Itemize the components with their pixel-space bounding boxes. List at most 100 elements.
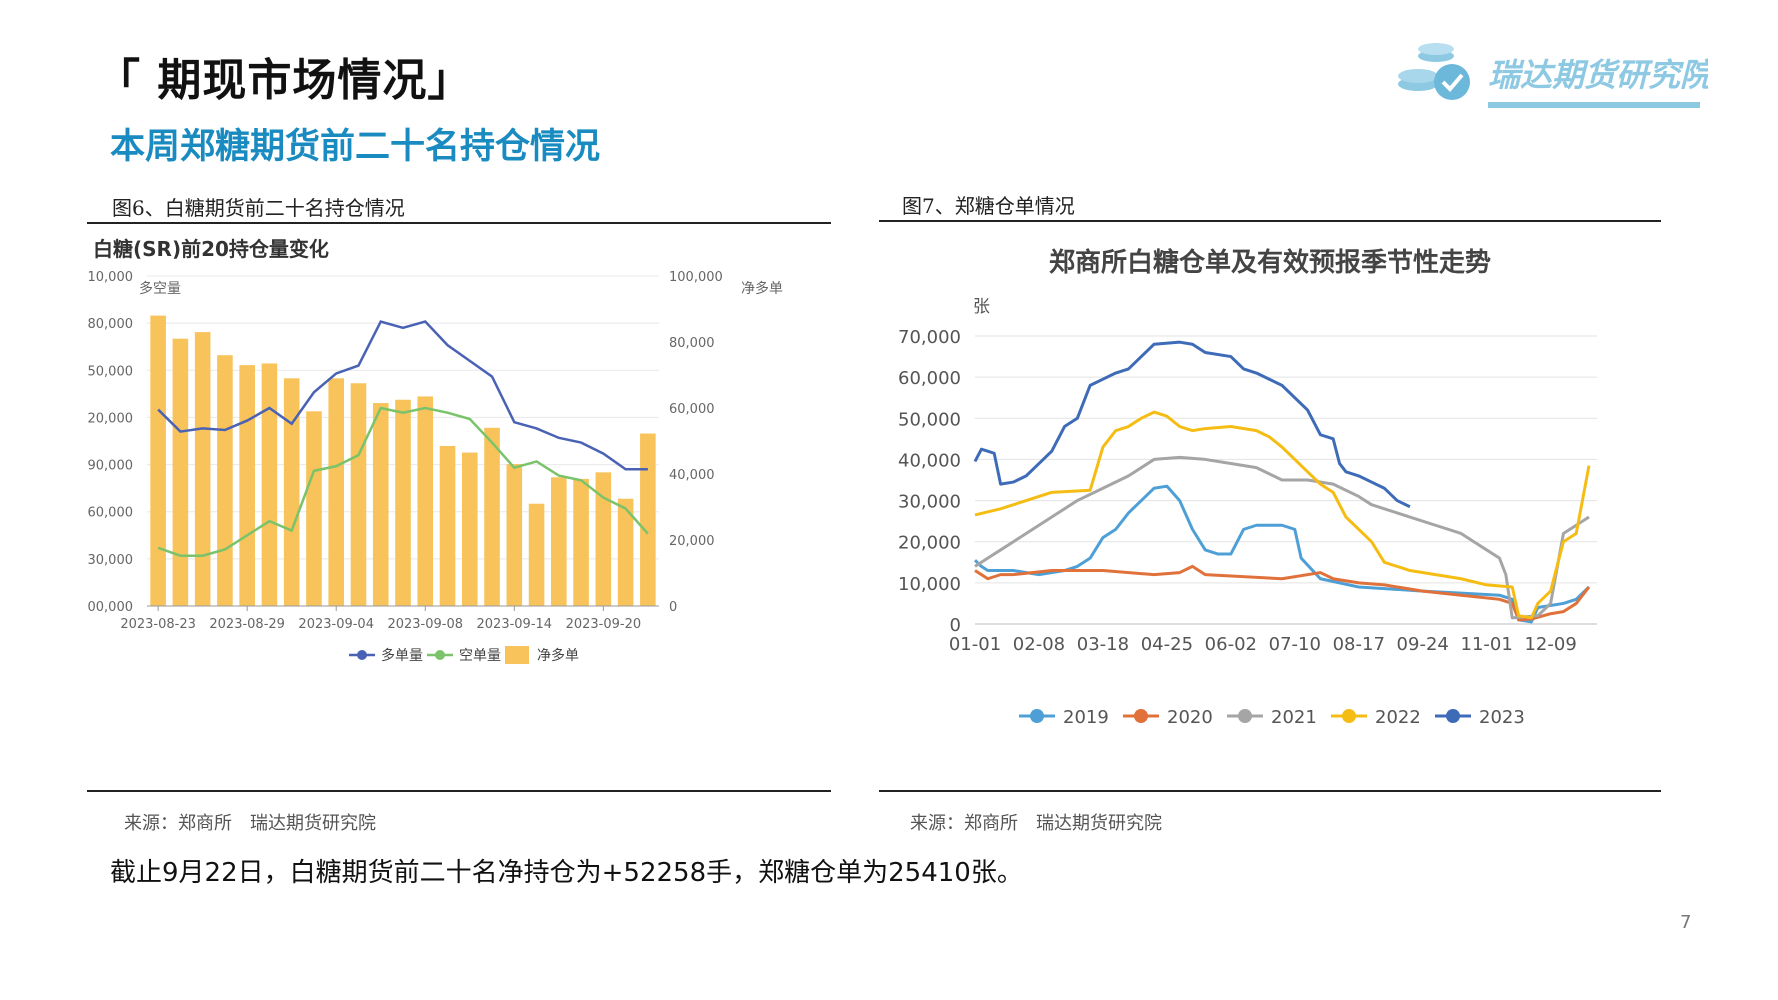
bar-net-long	[640, 433, 656, 606]
figure-7-top-rule	[879, 220, 1661, 222]
bar-net-long	[150, 315, 166, 606]
x-tick-label: 2023-08-23	[120, 617, 196, 632]
bar-net-long	[595, 472, 612, 606]
bar-net-long	[551, 477, 567, 606]
bar-net-long	[372, 403, 389, 606]
right-tick-label: 60,000	[669, 402, 715, 417]
legend-label: 多单量	[381, 647, 423, 664]
y-tick-label: 30,000	[898, 492, 961, 513]
legend-label: 2020	[1167, 707, 1213, 728]
x-tick-label: 2023-08-29	[209, 617, 285, 632]
y-tick-label: 10,000	[898, 574, 961, 595]
y-tick-label: 70,000	[898, 327, 961, 348]
left-axis-label: 多空量	[139, 280, 181, 297]
company-logo: 瑞达期货研究院	[1398, 43, 1708, 108]
x-tick-label: 08-17	[1333, 634, 1385, 655]
left-tick-label: 780,000	[87, 317, 133, 332]
series-line-空单量	[157, 406, 649, 557]
bar-net-long	[461, 452, 478, 606]
logo-text: 瑞达期货研究院	[1488, 56, 1708, 94]
x-tick-label: 2023-09-14	[477, 617, 553, 632]
legend-marker	[1446, 709, 1460, 723]
y-tick-label: 60,000	[898, 368, 961, 389]
legend-label: 2022	[1375, 707, 1421, 728]
x-tick-label: 2023-09-20	[566, 617, 642, 632]
x-tick-label: 04-25	[1141, 634, 1193, 655]
figure-6-bottom-rule	[87, 790, 831, 792]
bar-net-long	[395, 399, 411, 606]
figure-7-source: 来源：郑商所 瑞达期货研究院	[910, 813, 1162, 834]
x-tick-label: 03-18	[1077, 634, 1129, 655]
x-tick-label: 01-01	[949, 634, 1001, 655]
figure-6-caption: 图6、白糖期货前二十名持仓情况	[112, 196, 405, 220]
coin-stack-icon	[1398, 43, 1470, 100]
legend-marker	[1342, 709, 1356, 723]
warehouse-receipt-chart: 郑商所白糖仓单及有效预报季节性走势 张 70,000 60,000 50,000 40…	[898, 247, 1597, 728]
x-tick-label: 12-09	[1524, 634, 1576, 655]
bar-net-long	[194, 332, 211, 606]
summary-text: 截止9月22日，白糖期货前二十名净持仓为+52258手，郑糖仓单为25410张。	[110, 858, 1023, 888]
x-tick-label: 11-01	[1461, 634, 1513, 655]
x-tick-label: 09-24	[1397, 634, 1449, 655]
left-tick-label: 690,000	[87, 459, 133, 474]
legend-swatch	[505, 646, 529, 664]
y-tick-label: 20,000	[898, 533, 961, 554]
right-tick-label: 100,000	[669, 270, 723, 285]
bar-net-long	[506, 464, 523, 606]
right-tick-label: 20,000	[669, 534, 715, 549]
legend-label: 净多单	[537, 647, 579, 664]
right-axis-label: 净多单	[741, 280, 783, 297]
figure-6-source: 来源：郑商所 瑞达期货研究院	[124, 813, 376, 834]
bar-net-long	[283, 378, 300, 606]
left-tick-label: 750,000	[87, 364, 133, 379]
page-subtitle: 本周郑糖期货前二十名持仓情况	[110, 127, 601, 167]
bar-net-long	[528, 503, 545, 606]
left-tick-label: 600,000	[87, 600, 133, 615]
bar-net-long	[239, 365, 255, 606]
bar-net-long	[417, 396, 434, 606]
position-change-chart: 白糖(SR)前20持仓量变化 多空量 净多单 810,000 780,000 750…	[87, 237, 783, 664]
right-tick-label: 80,000	[669, 336, 715, 351]
series-line-多单量	[157, 320, 648, 471]
x-tick-label: 07-10	[1269, 634, 1321, 655]
x-tick-label: 02-08	[1013, 634, 1065, 655]
legend-marker	[1030, 709, 1044, 723]
y-axis-unit: 张	[973, 297, 990, 317]
legend-marker	[1238, 709, 1252, 723]
bar-net-long	[261, 363, 278, 606]
legend-marker	[357, 650, 367, 660]
bar-net-long	[306, 411, 322, 606]
legend-label: 2023	[1479, 707, 1525, 728]
bar-net-long	[439, 445, 456, 606]
chart-title: 白糖(SR)前20持仓量变化	[93, 237, 329, 261]
bar-net-long	[350, 383, 367, 606]
right-tick-label: 40,000	[669, 468, 715, 483]
left-tick-label: 720,000	[87, 411, 133, 426]
bar-net-long	[217, 355, 233, 606]
series-line-2023	[973, 340, 1411, 509]
y-tick-label: 40,000	[898, 450, 961, 471]
x-tick-label: 06-02	[1205, 634, 1257, 655]
figure-7-caption: 图7、郑糖仓单情况	[902, 194, 1075, 218]
bar-net-long	[172, 338, 189, 606]
series-line-2022	[974, 410, 1591, 620]
left-tick-label: 660,000	[87, 506, 133, 521]
legend-label: 空单量	[459, 648, 501, 664]
left-tick-label: 810,000	[87, 270, 133, 285]
bar-net-long	[573, 478, 589, 606]
figure-6-top-rule	[87, 222, 831, 224]
bar-net-long	[328, 378, 345, 606]
legend-marker	[435, 650, 445, 660]
left-tick-label: 630,000	[87, 553, 133, 568]
x-tick-label: 2023-09-08	[387, 617, 463, 632]
figure-7-bottom-rule	[879, 790, 1661, 792]
legend-marker	[1134, 709, 1148, 723]
bar-net-long	[617, 498, 634, 606]
legend-label: 2019	[1063, 707, 1109, 728]
y-tick-label: 50,000	[898, 409, 961, 430]
chart-title: 郑商所白糖仓单及有效预报季节性走势	[1049, 247, 1491, 278]
legend-label: 2021	[1271, 707, 1317, 728]
page-number: 7	[1680, 912, 1692, 933]
right-tick-label: 0	[669, 600, 677, 615]
x-tick-label: 2023-09-04	[298, 617, 374, 632]
